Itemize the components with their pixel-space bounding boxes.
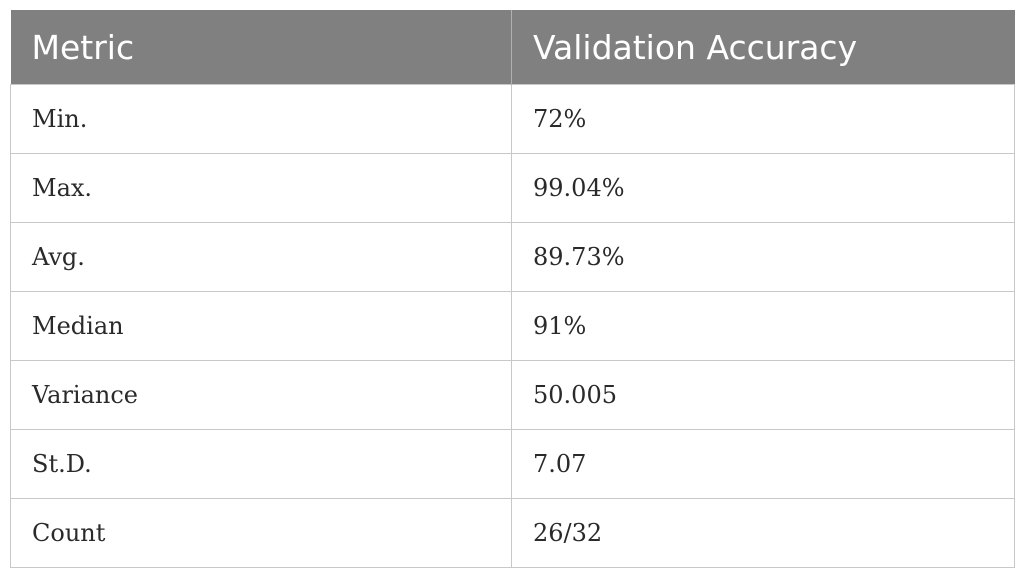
metric-cell: Avg. [10, 222, 512, 292]
value-cell: 72% [511, 84, 1015, 154]
table-row: St.D. 7.07 [10, 429, 1015, 499]
metric-cell: Median [10, 291, 512, 361]
stats-table: Metric Validation Accuracy Min. 72% Max.… [10, 10, 1015, 568]
header-metric: Metric [10, 10, 512, 85]
metric-cell: Count [10, 498, 512, 568]
header-validation-accuracy: Validation Accuracy [511, 10, 1015, 85]
table-header: Metric Validation Accuracy [10, 10, 1015, 85]
table-body: Min. 72% Max. 99.04% Avg. 89.73% Median … [10, 84, 1015, 568]
table-row: Max. 99.04% [10, 153, 1015, 223]
value-cell: 91% [511, 291, 1015, 361]
metric-cell: St.D. [10, 429, 512, 499]
stats-table-container: Metric Validation Accuracy Min. 72% Max.… [10, 10, 1015, 568]
table-row: Median 91% [10, 291, 1015, 361]
value-cell: 26/32 [511, 498, 1015, 568]
value-cell: 89.73% [511, 222, 1015, 292]
table-row: Count 26/32 [10, 498, 1015, 568]
table-row: Variance 50.005 [10, 360, 1015, 430]
table-row: Min. 72% [10, 84, 1015, 154]
value-cell: 50.005 [511, 360, 1015, 430]
table-row: Avg. 89.73% [10, 222, 1015, 292]
metric-cell: Max. [10, 153, 512, 223]
value-cell: 7.07 [511, 429, 1015, 499]
header-row: Metric Validation Accuracy [10, 10, 1015, 85]
metric-cell: Variance [10, 360, 512, 430]
metric-cell: Min. [10, 84, 512, 154]
value-cell: 99.04% [511, 153, 1015, 223]
